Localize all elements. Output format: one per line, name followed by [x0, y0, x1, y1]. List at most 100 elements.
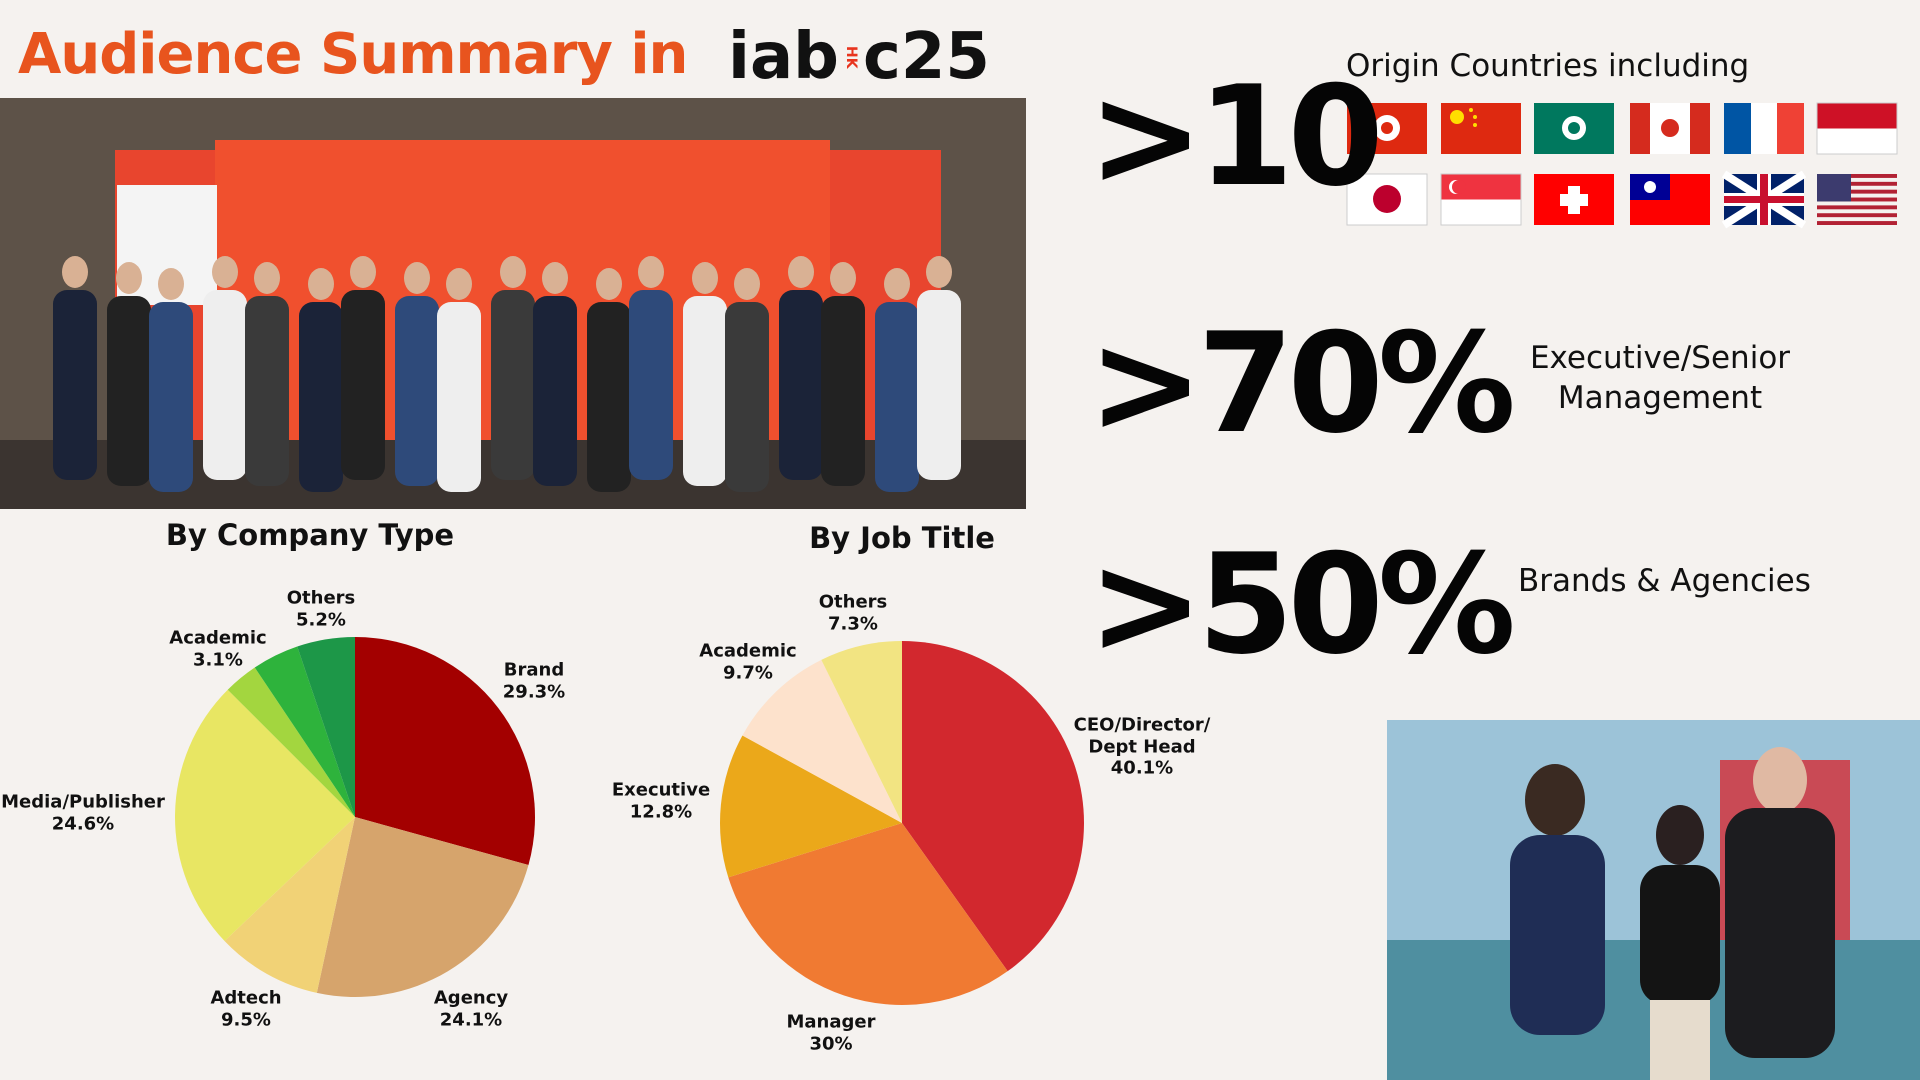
- category-label: Media/Publisher: [1, 791, 165, 813]
- flag-part: [1817, 213, 1897, 218]
- flag-part: [1751, 103, 1777, 154]
- stat-figure: >70%: [1088, 303, 1516, 464]
- logo-text: HK: [842, 45, 859, 69]
- slice-label: Manager 30%: [787, 1011, 876, 1054]
- stat-text: Brands & Agencies: [1518, 563, 1811, 599]
- flag-part: [1777, 103, 1804, 154]
- category-label: Academic: [699, 640, 797, 662]
- value-label: 30%: [809, 1033, 853, 1054]
- value-label: 9.7%: [723, 662, 773, 683]
- flag-part: [1817, 197, 1897, 202]
- person-body: [491, 290, 535, 480]
- person-head: [788, 256, 814, 288]
- person-head: [116, 262, 142, 294]
- people: [53, 256, 961, 492]
- chart-title: By Job Title: [809, 521, 995, 555]
- event-photo: [0, 98, 1026, 509]
- flag-part: [1452, 180, 1466, 194]
- person-head: [404, 262, 430, 294]
- person-head: [254, 262, 280, 294]
- person: [1640, 865, 1720, 1005]
- flag-part: [1817, 174, 1851, 202]
- flag-part: [1381, 122, 1393, 134]
- category-label: Executive: [611, 779, 711, 801]
- logo-text: c25: [862, 20, 990, 94]
- category-label: Adtech: [210, 987, 282, 1009]
- person-body: [683, 296, 727, 486]
- value-label: 40.1%: [1110, 757, 1174, 779]
- person-body: [629, 290, 673, 480]
- person-body: [821, 296, 865, 486]
- stat-text: Executive/Senior Management: [1529, 340, 1791, 417]
- flags: [1346, 102, 1898, 229]
- person-head: [158, 268, 184, 300]
- slice-label: Others 7.3%: [819, 591, 888, 634]
- pie-slice: [224, 817, 355, 993]
- flag-part: [1760, 174, 1768, 225]
- pie-slice: [227, 667, 355, 817]
- slice-label: Brand 29.3%: [503, 659, 565, 702]
- slice-label: Academic 3.1%: [169, 627, 266, 670]
- flag-part: [1817, 181, 1897, 186]
- flag-part: [1469, 108, 1473, 112]
- flag-part: [1690, 103, 1710, 154]
- person-head: [212, 256, 238, 288]
- flag-part: [1473, 115, 1477, 119]
- person-body: [53, 290, 97, 480]
- person-body: [725, 302, 769, 492]
- pie-slice: [355, 637, 535, 866]
- flag-part: [1644, 181, 1656, 193]
- flag-part: [1630, 103, 1650, 154]
- value-label: 5.2%: [296, 609, 346, 630]
- person-body: [245, 296, 289, 486]
- person-body: [149, 302, 193, 492]
- person-head: [830, 262, 856, 294]
- logo: iab HK c25: [728, 20, 990, 94]
- person-body: [875, 302, 919, 492]
- slice-label: Agency 24.1%: [434, 987, 508, 1030]
- pie-slice: [297, 637, 355, 817]
- flag-part: [1816, 102, 1898, 155]
- person-body: [107, 296, 151, 486]
- flag-part: [1817, 205, 1897, 210]
- stat-figure: >10: [1088, 56, 1384, 217]
- title: Audience Summary in: [18, 22, 688, 87]
- flag-part: [1817, 189, 1897, 194]
- category-label: CEO/Director/ Dept Head: [1073, 714, 1211, 758]
- chart-title: By Company Type: [165, 518, 455, 552]
- flag-part: [1661, 119, 1679, 137]
- flag-part: [1346, 173, 1428, 226]
- category-label: Agency: [433, 987, 509, 1009]
- person-body: [917, 290, 961, 480]
- slice-label: Media/Publisher 24.6%: [1, 791, 165, 834]
- person-body: [299, 302, 343, 492]
- value-label: 7.3%: [828, 613, 878, 634]
- flag-part: [1373, 185, 1401, 213]
- person-head: [542, 262, 568, 294]
- person-head: [62, 256, 88, 288]
- stat-figure: >50%: [1088, 524, 1516, 685]
- category-label: Manager: [786, 1011, 876, 1033]
- pie-slice: [821, 641, 902, 823]
- flag-part: [1441, 103, 1521, 154]
- person-head: [500, 256, 526, 288]
- pie-slice: [720, 735, 902, 878]
- person: [1510, 835, 1605, 1035]
- slice-label: Academic 9.7%: [699, 640, 796, 683]
- person-body: [395, 296, 439, 486]
- slice-label: CEO/Director/ Dept Head 40.1%: [1057, 715, 1227, 780]
- category-label: Academic: [169, 627, 267, 649]
- value-label: 12.8%: [629, 801, 693, 822]
- person: [1753, 747, 1807, 813]
- person-head: [692, 262, 718, 294]
- person: [1725, 808, 1835, 1058]
- slice-label: Adtech 9.5%: [210, 987, 281, 1030]
- person-head: [350, 256, 376, 288]
- flag-part: [1817, 128, 1897, 154]
- networking-photo: [1387, 720, 1920, 1080]
- person: [1656, 805, 1704, 865]
- value-label: 3.1%: [193, 649, 243, 670]
- pies: [175, 637, 1085, 1005]
